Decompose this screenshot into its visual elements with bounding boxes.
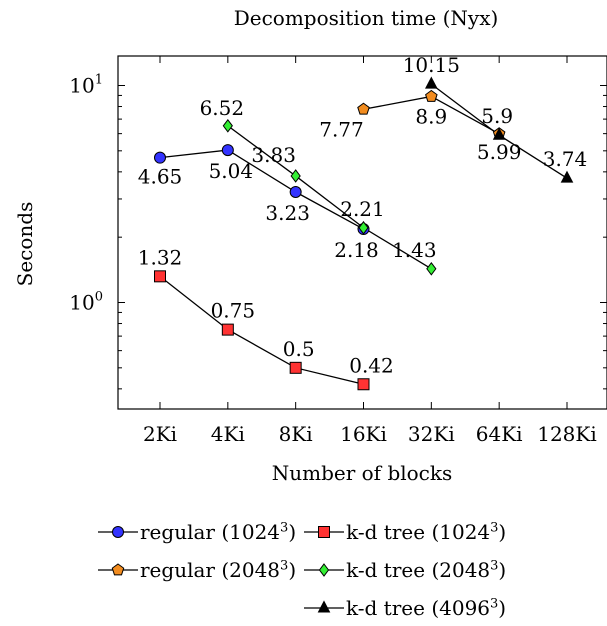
legend-label-regular-2048: regular (20483)	[140, 558, 297, 582]
legend-label-kdtree-1024: k-d tree (10243)	[346, 520, 507, 544]
point-regular-2048	[425, 89, 438, 102]
y-ticks: 100 101	[69, 73, 607, 390]
series-group	[154, 76, 574, 391]
x-tick-label: 2Ki	[143, 422, 177, 446]
data-label-regular-1024: 5.04	[209, 159, 254, 183]
data-label-kdtree-1024: 1.32	[138, 245, 183, 269]
x-ticks: 2Ki 4Ki 8Ki 16Ki 32Ki 64Ki 128Ki	[143, 56, 597, 446]
legend-entry-regular-2048: regular (20483)	[96, 558, 296, 582]
x-tick-label: 8Ki	[279, 422, 313, 446]
data-label-regular-2048: 8.9	[415, 104, 447, 128]
decomposition-time-chart: Decomposition time (Nyx) Seconds Number …	[13, 6, 607, 485]
point-kdtree-1024	[154, 270, 166, 283]
x-axis-label: Number of blocks	[272, 461, 453, 485]
legend-entry-kdtree-4096: k-d tree (40963)	[302, 596, 506, 620]
data-label-kdtree-2048: 3.83	[251, 143, 296, 167]
legend-row-3: k-d tree (40963)	[302, 596, 512, 620]
legend-marker	[319, 563, 330, 577]
legend-marker	[111, 563, 125, 576]
legend-row-1: regular (10243) k-d tree (10243)	[96, 520, 512, 544]
data-labels: 4.65 5.04 3.23 2.18 1.32 0.75 0.5 0.42 7.77 8.9 5.…	[138, 53, 588, 377]
legend-swatch-regular-1024	[98, 526, 138, 538]
x-tick-label: 32Ki	[408, 422, 455, 446]
legend-marker	[317, 600, 331, 613]
data-label-regular-2048: 5.99	[477, 140, 522, 164]
legend-label-kdtree-4096: k-d tree (40963)	[346, 596, 507, 620]
legend-entry-kdtree-2048: k-d tree (20483)	[302, 558, 506, 582]
chart-title: Decomposition time (Nyx)	[234, 6, 499, 30]
data-label-kdtree-2048: 1.43	[392, 238, 437, 262]
legend-swatch-kdtree-1024	[304, 526, 345, 538]
series-line-kdtree-2048	[227, 125, 432, 270]
legend-swatch-regular-2048	[98, 563, 138, 576]
point-kdtree-2048	[358, 220, 369, 235]
data-label-kdtree-2048: 6.52	[200, 96, 245, 120]
data-label-kdtree-1024: 0.42	[349, 353, 394, 377]
point-kdtree-1024	[357, 378, 370, 391]
legend-label-regular-1024: regular (10243)	[140, 520, 297, 544]
y-tick-label: 101	[69, 73, 103, 98]
legend-label-kdtree-2048: k-d tree (20483)	[346, 558, 507, 582]
legend-swatch-kdtree-4096	[304, 600, 344, 613]
point-regular-1024	[154, 151, 166, 164]
data-label-regular-1024: 4.65	[138, 165, 183, 189]
point-regular-1024	[289, 186, 302, 199]
data-label-kdtree-4096: 3.74	[543, 147, 588, 171]
data-label-kdtree-1024: 0.5	[283, 337, 315, 361]
legend-marker	[318, 526, 331, 538]
point-kdtree-4096	[560, 170, 574, 183]
data-label-kdtree-4096: 10.15	[403, 53, 460, 77]
series-line-regular-1024	[159, 149, 364, 230]
x-tick-label: 4Ki	[211, 422, 245, 446]
point-kdtree-1024	[221, 323, 234, 336]
y-tick-label: 100	[69, 290, 103, 315]
point-kdtree-1024	[289, 361, 302, 374]
legend-row-2: regular (20483) k-d tree (20483)	[96, 558, 512, 582]
point-kdtree-4096	[492, 127, 506, 140]
point-kdtree-2048	[290, 169, 301, 183]
data-label-kdtree-2048: 2.21	[340, 197, 385, 221]
point-kdtree-2048	[426, 261, 437, 276]
x-tick-label: 128Ki	[537, 422, 597, 446]
point-regular-1024	[221, 144, 234, 157]
series-line-kdtree-1024	[159, 275, 364, 385]
y-axis-label: Seconds	[13, 202, 37, 287]
data-label-regular-1024: 3.23	[265, 201, 310, 225]
point-kdtree-2048	[222, 118, 233, 133]
legend-entry-kdtree-1024: k-d tree (10243)	[302, 520, 506, 544]
point-regular-2048	[357, 102, 370, 115]
x-tick-label: 16Ki	[340, 422, 387, 446]
plot-frame	[117, 55, 607, 410]
data-label-kdtree-1024: 0.75	[211, 299, 256, 323]
data-label-regular-1024: 2.18	[334, 238, 379, 262]
x-tick-label: 64Ki	[476, 422, 523, 446]
legend-marker	[112, 526, 124, 538]
point-kdtree-4096	[425, 76, 438, 89]
data-label-kdtree-4096: 5.9	[481, 104, 513, 128]
legend-swatch-kdtree-2048	[304, 563, 345, 577]
legend-entry-regular-1024: regular (10243)	[96, 520, 296, 544]
data-label-regular-2048: 7.77	[319, 117, 364, 141]
